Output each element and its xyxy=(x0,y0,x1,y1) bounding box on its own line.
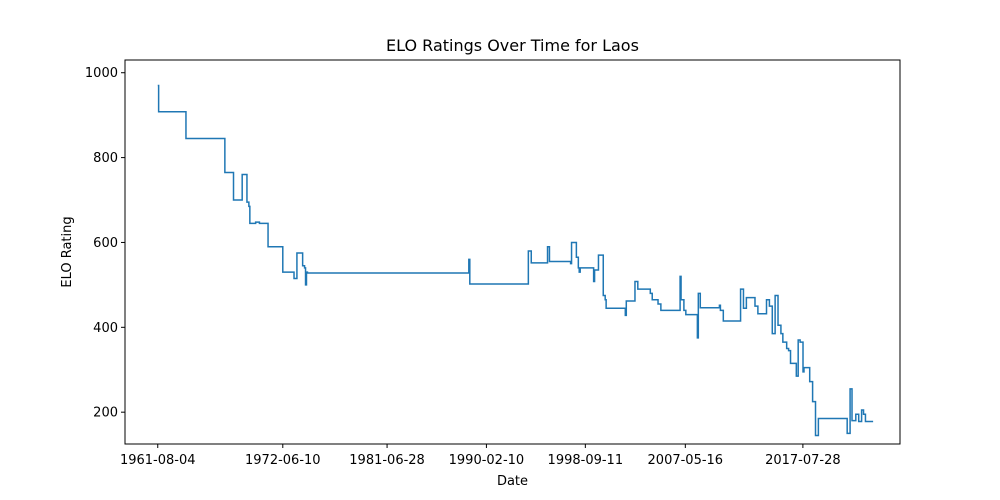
y-tick-label: 200 xyxy=(93,406,118,421)
y-tick-label: 1000 xyxy=(85,66,118,81)
y-axis: 200 400 600 800 1000 xyxy=(85,66,125,421)
x-tick-label: 1990-02-10 xyxy=(449,453,525,468)
x-tick-label: 2017-07-28 xyxy=(765,453,841,468)
x-tick-label: 1961-08-04 xyxy=(120,453,196,468)
y-tick-label: 800 xyxy=(93,151,118,166)
y-tick-label: 400 xyxy=(93,321,118,336)
x-tick-label: 1981-06-28 xyxy=(349,453,425,468)
x-tick-label: 2007-05-16 xyxy=(648,453,724,468)
y-axis-label: ELO Rating xyxy=(60,216,75,287)
axes-frame xyxy=(124,59,901,445)
chart-title: ELO Ratings Over Time for Laos xyxy=(386,36,639,55)
x-tick-label: 1998-09-11 xyxy=(548,453,624,468)
series-line-0 xyxy=(157,84,874,437)
x-axis-label: Date xyxy=(497,474,528,489)
x-axis: 1961-08-04 1972-06-10 1981-06-28 1990-02-10… xyxy=(120,444,841,468)
y-tick-label: 600 xyxy=(93,236,118,251)
x-tick-label: 1972-06-10 xyxy=(245,453,321,468)
plot-area xyxy=(157,84,874,437)
